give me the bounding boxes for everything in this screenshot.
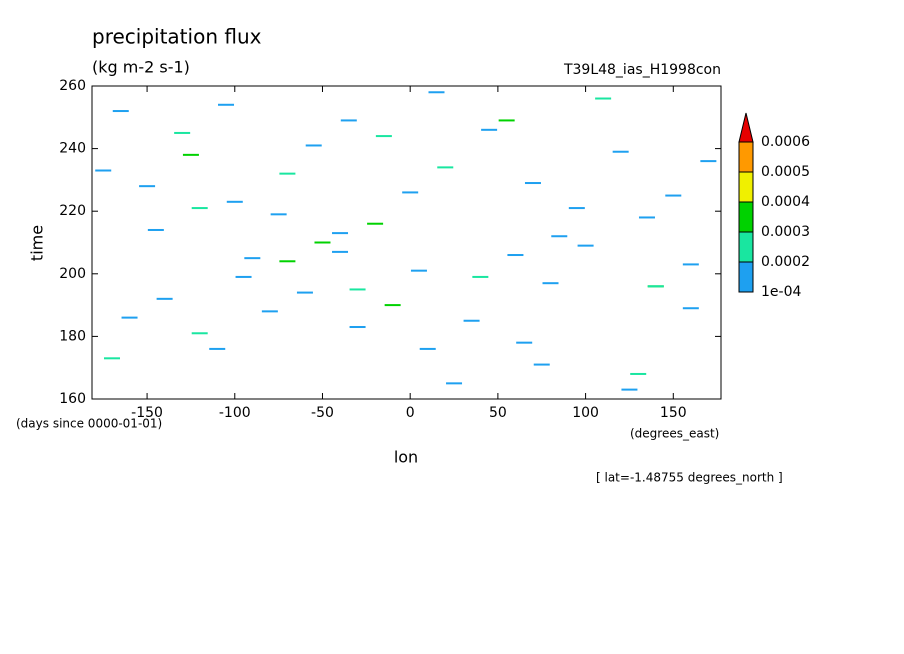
- contour-cell: [349, 288, 366, 291]
- annotation: [ lat=-1.48755 degrees_north ]: [596, 471, 783, 485]
- contour-cell: [191, 332, 208, 335]
- contour-cell: [270, 213, 287, 216]
- contour-cell: [638, 216, 655, 219]
- contour-cell: [314, 241, 331, 244]
- contour-cell: [174, 131, 191, 134]
- contour-cell: [498, 119, 515, 122]
- x-tick-label: -100: [219, 405, 251, 421]
- contour-cell: [419, 347, 436, 350]
- x-axis-units: (degrees_east): [630, 427, 719, 441]
- run-label: T39L48_ias_H1998con: [563, 62, 721, 78]
- contour-cell: [367, 222, 384, 225]
- chart-subtitle: (kg m-2 s-1): [92, 58, 190, 77]
- contour-cell: [279, 172, 296, 175]
- colorbar-label: 0.0004: [761, 194, 810, 210]
- contour-cell: [481, 128, 498, 131]
- contour-cell: [226, 200, 243, 203]
- colorbar-label: 0.0003: [761, 224, 810, 240]
- contour-cell: [533, 363, 550, 366]
- x-tick-label: -50: [311, 405, 334, 421]
- contour-cell: [402, 191, 419, 194]
- contour-cell: [209, 347, 226, 350]
- contour-cell: [410, 269, 427, 272]
- colorbar-bin: [738, 261, 754, 293]
- y-tick-label: 160: [59, 391, 86, 407]
- y-axis-units: (days since 0000-01-01): [16, 417, 162, 431]
- contour-cell: [375, 135, 392, 138]
- contour-cell: [156, 297, 173, 300]
- chart-title: precipitation flux: [92, 25, 262, 49]
- contour-cell: [261, 310, 278, 313]
- contour-cell: [112, 110, 129, 113]
- contour-cell: [121, 316, 138, 319]
- contour-cell: [647, 285, 664, 288]
- contour-cell: [279, 260, 296, 263]
- contour-cell: [218, 103, 235, 106]
- contour-cell: [437, 166, 454, 169]
- contour-cell: [296, 291, 313, 294]
- x-tick-label: 0: [406, 405, 415, 421]
- colorbar-label: 1e-04: [761, 284, 801, 300]
- contour-cell: [665, 194, 682, 197]
- contour-cell: [463, 319, 480, 322]
- contour-cell: [568, 207, 585, 210]
- contour-cell: [235, 275, 252, 278]
- contour-cell: [577, 244, 594, 247]
- contour-cell: [103, 357, 120, 360]
- y-tick-label: 260: [59, 78, 86, 94]
- x-axis-label: lon: [394, 448, 418, 467]
- contour-cell: [191, 207, 208, 210]
- colorbar-arrow: [738, 112, 754, 143]
- y-tick-label: 240: [59, 141, 86, 157]
- colorbar-bin: [738, 201, 754, 233]
- contour-cell: [507, 254, 524, 257]
- colorbar-label: 0.0002: [761, 254, 810, 270]
- contour-cell: [95, 169, 112, 172]
- contour-cell: [682, 307, 699, 310]
- y-axis-label: time: [28, 225, 47, 261]
- contour-cell: [682, 263, 699, 266]
- contour-cell: [428, 91, 445, 94]
- y-tick-label: 200: [59, 266, 86, 282]
- contour-cell: [349, 326, 366, 329]
- colorbar-label: 0.0005: [761, 164, 810, 180]
- colorbar-label: 0.0006: [761, 134, 810, 150]
- colorbar-bin: [738, 141, 754, 173]
- contour-cell: [700, 160, 717, 163]
- contour-cell: [182, 153, 199, 156]
- x-tick-label: 50: [489, 405, 507, 421]
- contour-cell: [305, 144, 322, 147]
- plot-frame: [91, 85, 722, 400]
- contour-cell: [524, 182, 541, 185]
- y-tick-label: 220: [59, 203, 86, 219]
- contour-cell: [446, 382, 463, 385]
- contour-cell: [332, 250, 349, 253]
- contour-cell: [244, 257, 261, 260]
- contour-cell: [630, 372, 647, 375]
- contour-cell: [340, 119, 357, 122]
- y-tick-label: 180: [59, 328, 86, 344]
- colorbar-bin: [738, 231, 754, 263]
- contour-cell: [384, 304, 401, 307]
- x-tick-label: 150: [660, 405, 687, 421]
- contour-cell: [612, 150, 629, 153]
- contour-cell: [147, 228, 164, 231]
- contour-cell: [551, 235, 568, 238]
- contour-cell: [621, 388, 638, 391]
- contour-cell: [139, 185, 156, 188]
- contour-cell: [542, 282, 559, 285]
- contour-cell: [472, 275, 489, 278]
- contour-cell: [516, 341, 533, 344]
- colorbar-bin: [738, 171, 754, 203]
- x-tick-label: -150: [131, 405, 163, 421]
- x-tick-label: 100: [572, 405, 599, 421]
- contour-cell: [595, 97, 612, 100]
- contour-cell: [332, 232, 349, 235]
